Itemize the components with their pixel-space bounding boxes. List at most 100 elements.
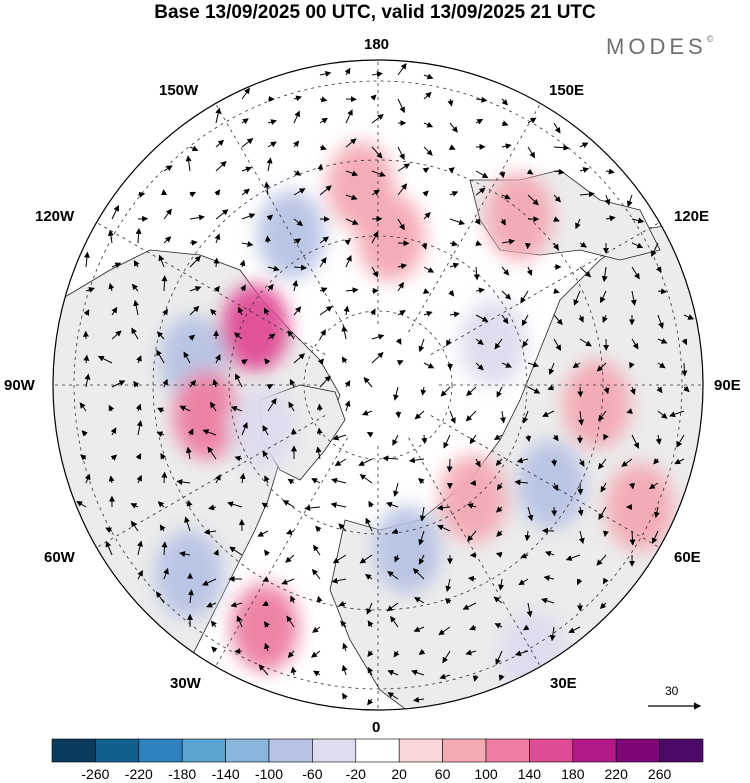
wind-arrow: [474, 218, 481, 225]
wind-arrow: [397, 62, 407, 76]
wind-arrow: [344, 67, 351, 76]
wind-arrow: [423, 362, 435, 369]
wind-arrow: [568, 626, 581, 633]
wind-arrow: [345, 170, 359, 177]
modes-logo-text: MODES: [606, 34, 707, 59]
wind-arrow: [465, 410, 477, 422]
wind-arrow: [367, 650, 374, 658]
wind-arrow: [447, 98, 454, 107]
lon-label-120e: 120E: [674, 208, 710, 225]
wind-arrow: [241, 422, 248, 436]
wind-arrow: [500, 218, 506, 226]
wind-arrow: [105, 527, 113, 534]
wind-arrow: [97, 355, 113, 364]
wind-arrow: [541, 597, 555, 604]
wind-arrow: [344, 380, 351, 388]
wind-arrow: [501, 362, 513, 368]
colorbar-tick-label: -20: [345, 766, 366, 782]
wind-arrow: [446, 458, 453, 473]
meridian-120: [430, 222, 660, 355]
wind-arrow: [111, 204, 119, 220]
wind-arrow: [397, 163, 411, 172]
lon-label-bottom: 0: [372, 719, 381, 736]
wind-arrow: [648, 482, 659, 490]
wind-arrow: [344, 239, 352, 246]
wind-arrow: [316, 427, 323, 436]
wind-arrow: [577, 506, 584, 517]
wind-arrow: [496, 482, 503, 491]
wind-arrow: [235, 373, 243, 388]
wind-arrow: [553, 122, 561, 134]
wind-arrow: [293, 218, 304, 227]
anomaly-siberia-east: [485, 172, 554, 261]
wind-arrow: [130, 520, 139, 532]
wind-arrow: [386, 501, 399, 508]
wind-arrow: [396, 360, 404, 366]
wind-arrow: [657, 362, 666, 369]
meridian-210: [215, 103, 348, 333]
wind-arrow: [495, 506, 503, 513]
wind-arrow: [443, 434, 451, 449]
wind-arrow: [553, 168, 565, 175]
wind-arrow: [371, 114, 384, 124]
wind-arrow: [657, 338, 668, 344]
map-boundary: [52, 59, 704, 711]
wind-arrow: [202, 429, 217, 436]
wind-arrow: [418, 477, 425, 485]
colorbar-tick-label: 260: [647, 766, 672, 782]
wind-arrow: [342, 692, 348, 700]
wind-arrow: [394, 554, 400, 563]
wind-arrow: [365, 517, 373, 532]
wind-arrow: [83, 354, 90, 364]
anomaly-hudson: [172, 371, 241, 460]
wind-arrow: [319, 96, 328, 103]
wind-arrow: [179, 551, 191, 557]
wind-arrow: [340, 620, 347, 628]
wind-arrow: [501, 143, 512, 150]
wind-arrow: [543, 575, 555, 582]
wind-arrow: [466, 386, 477, 397]
lat-circle-60: [152, 159, 604, 611]
wind-arrow: [603, 433, 609, 441]
wind-arrow: [358, 458, 373, 466]
wind-arrow: [526, 266, 533, 277]
meridian-60: [430, 415, 660, 548]
wind-arrow: [440, 386, 451, 397]
wind-arrow: [156, 591, 165, 604]
wind-arrow: [575, 218, 581, 230]
wind-arrow: [674, 458, 685, 465]
wind-arrow: [514, 479, 529, 486]
wind-arrow: [264, 549, 271, 557]
wind-arrow: [683, 385, 690, 393]
wind-arrow: [527, 117, 537, 124]
wind-arrow: [266, 157, 273, 172]
wind-arrow: [495, 551, 503, 558]
wind-arrow: [108, 475, 115, 484]
wind-arrow: [266, 214, 274, 221]
wind-arrow: [76, 500, 87, 508]
colorbar-tick-label: 60: [434, 766, 451, 782]
wind-arrow: [185, 155, 192, 172]
wind-arrow: [527, 506, 534, 522]
wind-arrow: [365, 573, 373, 580]
wind-arrow: [262, 425, 269, 436]
wind-arrow: [475, 314, 489, 322]
wind-arrow: [159, 524, 166, 532]
wind-arrow: [163, 567, 169, 580]
wind-arrow: [472, 674, 479, 682]
wind-arrow: [345, 109, 353, 124]
wind-arrow: [108, 282, 115, 292]
wind-arrow: [421, 434, 428, 445]
wind-arrow: [553, 314, 563, 326]
wind-arrow: [81, 430, 88, 437]
wind-arrow: [474, 458, 481, 468]
wind-arrow: [578, 314, 584, 323]
wind-arrow: [210, 620, 217, 628]
wind-arrow: [631, 242, 644, 249]
wind-arrow: [469, 434, 477, 445]
wind-arrow: [312, 626, 321, 633]
wind-arrow: [553, 242, 559, 251]
wind-arrow: [421, 242, 428, 250]
wind-arrow: [264, 621, 270, 628]
